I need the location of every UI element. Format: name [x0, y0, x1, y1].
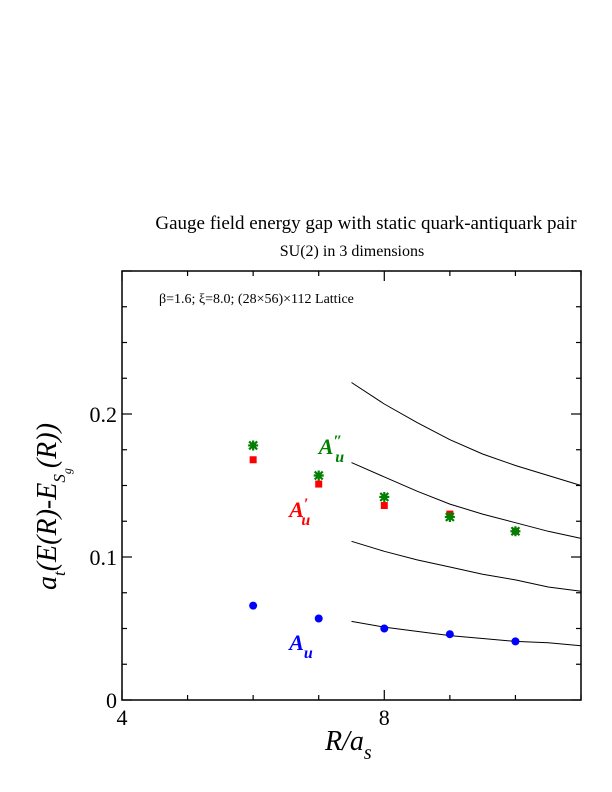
- x-tick-label: 4: [117, 705, 128, 730]
- data-point: [314, 614, 323, 623]
- x-tick-label: 8: [379, 705, 390, 730]
- series-label: A′ u: [287, 496, 310, 529]
- chart-subtitle: SU(2) in 3 dimensions: [280, 243, 424, 260]
- fit-curves: [351, 382, 582, 647]
- data-point: [249, 601, 258, 610]
- data-point: [380, 502, 388, 510]
- y-tick-label: 0: [106, 688, 117, 713]
- series-label: A″ u: [317, 433, 345, 466]
- data-point: [315, 480, 323, 488]
- series-labels: Au A′ u A″ u: [287, 433, 344, 662]
- data-point: [249, 456, 257, 464]
- fit-curve: [351, 620, 582, 647]
- y-tick-label: 0.2: [90, 402, 118, 427]
- x-axis-label: R/as: [324, 726, 372, 764]
- data-point: [445, 630, 454, 639]
- data-point: [248, 440, 259, 451]
- y-axis-label: at(E(R)-ESg(R)): [32, 423, 74, 590]
- chart-annotation: β=1.6; ξ=8.0; (28×56)×112 Lattice: [159, 292, 354, 307]
- fit-curve: [351, 540, 582, 592]
- plot-frame: [121, 270, 582, 701]
- data-points: [248, 440, 521, 646]
- series-label: Au: [287, 630, 313, 662]
- chart-title: Gauge field energy gap with static quark…: [155, 213, 577, 234]
- y-tick-label: 0.1: [90, 545, 118, 570]
- data-point: [511, 637, 520, 646]
- fit-curve: [351, 462, 582, 539]
- data-point: [313, 470, 324, 481]
- fit-curve: [351, 382, 582, 486]
- data-point: [380, 624, 389, 633]
- ticks: 4 8 0 0.1 0.2: [90, 270, 582, 730]
- data-point: [444, 511, 455, 522]
- data-point: [510, 526, 521, 537]
- data-point: [379, 491, 390, 502]
